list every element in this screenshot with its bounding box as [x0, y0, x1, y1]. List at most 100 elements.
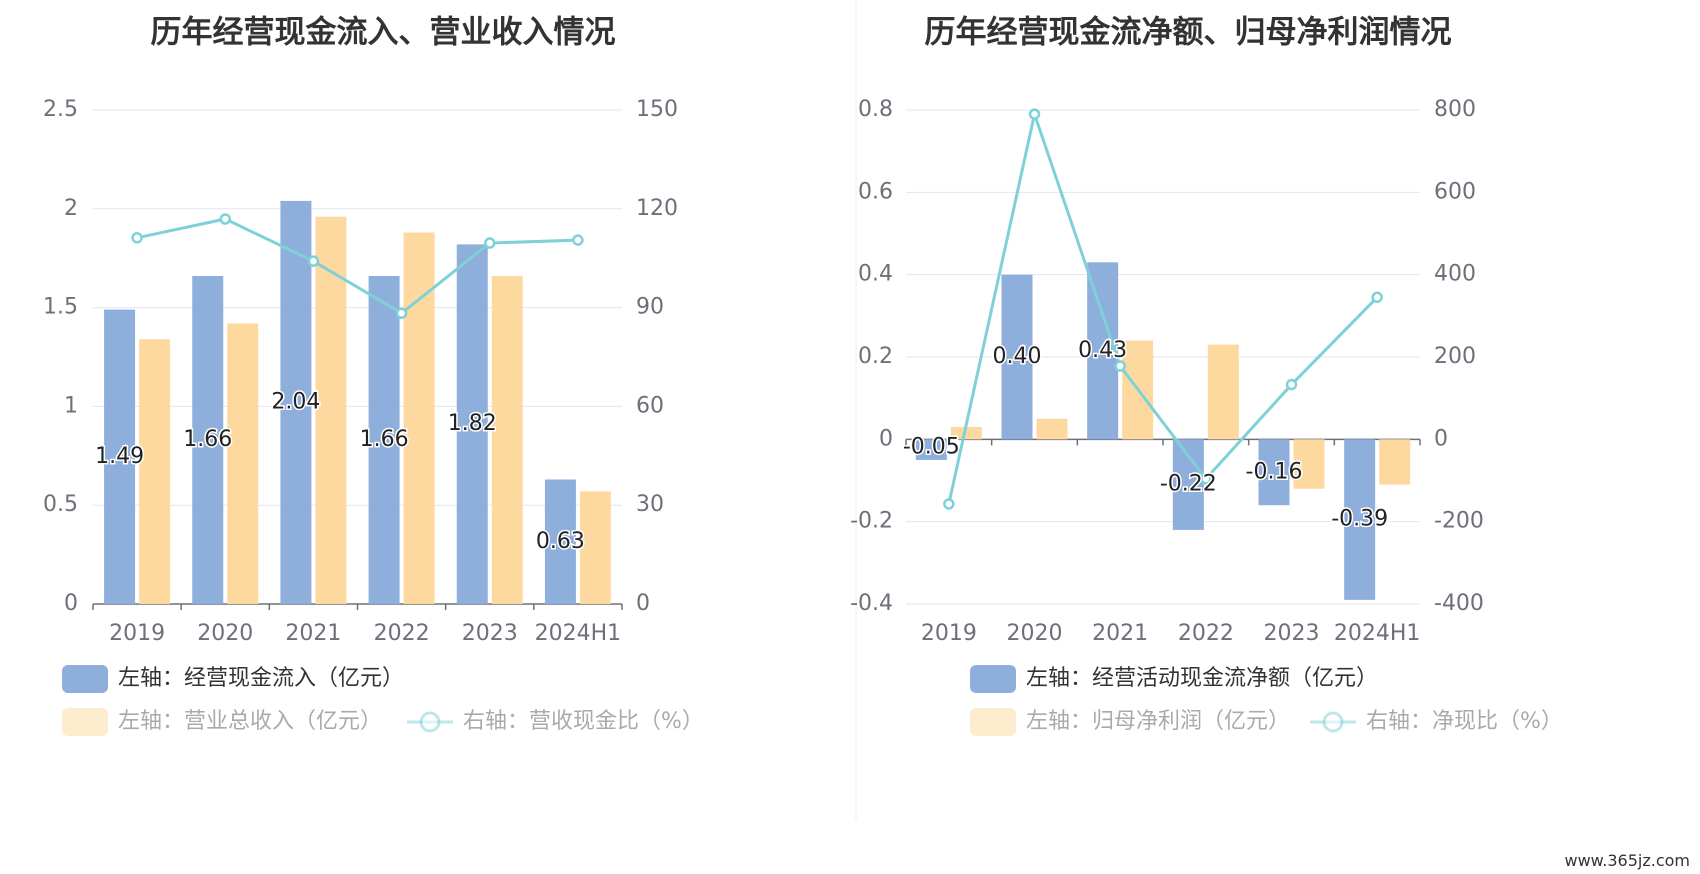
- bar-secondary: [491, 275, 523, 604]
- legend-line-marker: [419, 711, 441, 733]
- bar-primary: [192, 275, 224, 604]
- right-axis-tick-label: 800: [1434, 97, 1476, 122]
- net-cashflow-profit-chart: 历年经营现金流净额、归母净利润情况 -0.4 -0.2 0 0.2 0.4 0.6 0.8 -4…: [850, 15, 1563, 736]
- bar-secondary: [1379, 439, 1411, 485]
- chart-title: 历年经营现金流净额、归母净利润情况: [925, 15, 1452, 51]
- line-point: [307, 255, 320, 267]
- right-axis-tick-label: 60: [636, 393, 664, 418]
- left-axis-tick-label: 0.5: [43, 492, 78, 517]
- category-label: 2021: [285, 621, 341, 646]
- legend-label: 右轴：净现比（%）: [1366, 709, 1563, 734]
- data-label: -0.22: [1160, 472, 1217, 497]
- data-label: 2.04: [271, 389, 320, 414]
- category-label: 2020: [1007, 621, 1063, 646]
- bar-primary: [1087, 262, 1119, 440]
- bar-secondary: [1036, 418, 1068, 440]
- line-point: [1200, 473, 1212, 485]
- data-label: 0.40: [993, 344, 1042, 369]
- legend-label: 左轴：营业总收入（亿元）: [118, 709, 382, 734]
- bar-primary: [456, 244, 488, 605]
- category-label: 2022: [1178, 621, 1234, 646]
- data-label: -0.16: [1246, 459, 1303, 484]
- legend-label: 左轴：归母净利润（亿元）: [1026, 709, 1290, 734]
- line-point: [1114, 360, 1126, 372]
- data-label: 1.66: [360, 427, 409, 452]
- watermark-text: www.365jz.com: [1564, 851, 1690, 870]
- right-axis-tick-label: 120: [636, 196, 678, 221]
- bar-primary: [1344, 439, 1376, 600]
- left-axis-tick-label: 0.4: [858, 262, 893, 287]
- line-point: [1285, 378, 1298, 391]
- bar-secondary: [315, 216, 347, 605]
- line-point: [484, 237, 496, 249]
- left-axis-tick-label: 2: [64, 196, 78, 221]
- right-axis-tick-label: -400: [1434, 591, 1484, 616]
- data-label: 0.63: [536, 529, 585, 554]
- bar-primary: [1258, 439, 1290, 506]
- legend-line-marker: [1322, 711, 1344, 733]
- data-label: 1.66: [183, 427, 232, 452]
- right-axis-tick-label: 400: [1434, 262, 1476, 287]
- bar-secondary: [139, 339, 171, 604]
- legend-swatch: [62, 708, 108, 736]
- right-axis-tick-label: 0: [1434, 426, 1448, 451]
- left-axis-tick-label: 1.5: [43, 295, 78, 320]
- data-label: 1.82: [448, 411, 497, 436]
- category-label: 2024H1: [1334, 621, 1421, 646]
- line-point: [943, 498, 955, 510]
- right-axis-tick-label: 90: [636, 295, 664, 320]
- category-label: 2020: [197, 621, 253, 646]
- legend-swatch: [62, 665, 108, 693]
- line-point: [131, 232, 143, 244]
- bar-secondary: [950, 426, 982, 440]
- line-point: [572, 234, 584, 246]
- ratio-line: [947, 108, 1379, 505]
- category-label: 2019: [921, 621, 977, 646]
- chart-title: 历年经营现金流入、营业收入情况: [151, 15, 616, 51]
- left-axis-tick-label: -0.4: [850, 591, 893, 616]
- right-axis-tick-label: 30: [636, 492, 664, 517]
- line-point: [1371, 291, 1383, 304]
- bar-primary: [280, 200, 312, 604]
- category-label: 2023: [1264, 621, 1320, 646]
- bar-primary: [915, 439, 947, 460]
- cash-inflow-revenue-chart: 历年经营现金流入、营业收入情况 0 0.5 1 1.5 2 2.5 0 30 60 90 120 150…: [43, 15, 704, 736]
- bar-secondary: [1293, 439, 1325, 489]
- ratio-line: [136, 217, 578, 316]
- legend-swatch: [970, 708, 1016, 736]
- legend-label: 右轴：营收现金比（%）: [463, 709, 704, 734]
- right-axis-tick-label: 150: [636, 97, 678, 122]
- line-point: [219, 213, 231, 225]
- data-label: -0.39: [1331, 507, 1388, 532]
- left-axis-tick-label: 0.8: [858, 97, 893, 122]
- right-axis-tick-label: 0: [636, 591, 650, 616]
- data-label: -0.05: [903, 434, 960, 459]
- legend-swatch: [970, 665, 1016, 693]
- category-label: 2019: [109, 621, 165, 646]
- legend-label: 左轴：经营现金流入（亿元）: [118, 666, 404, 691]
- bar-secondary: [227, 323, 259, 604]
- bar-primary: [104, 309, 136, 604]
- right-axis-tick-label: 200: [1434, 344, 1476, 369]
- legend-label: 左轴：经营活动现金流净额（亿元）: [1026, 666, 1378, 691]
- category-label: 2023: [462, 621, 518, 646]
- line-point: [395, 307, 408, 319]
- bar-secondary: [1207, 344, 1239, 440]
- left-axis-tick-label: 0.2: [858, 344, 893, 369]
- bar-secondary: [403, 232, 435, 604]
- left-axis-tick-label: 0.6: [858, 179, 893, 204]
- category-label: 2021: [1092, 621, 1148, 646]
- category-label: 2024H1: [535, 621, 622, 646]
- data-label: 0.43: [1078, 338, 1127, 363]
- right-axis-tick-label: 600: [1434, 179, 1476, 204]
- left-axis-tick-label: -0.2: [850, 509, 893, 534]
- bar-secondary: [579, 491, 611, 604]
- left-axis-tick-label: 2.5: [43, 97, 78, 122]
- bar-primary: [1001, 274, 1033, 440]
- bar-primary: [544, 479, 576, 604]
- line-point: [1028, 108, 1041, 120]
- data-label: 1.49: [95, 444, 144, 469]
- left-axis-tick-label: 0: [879, 426, 893, 451]
- bar-primary: [368, 275, 400, 604]
